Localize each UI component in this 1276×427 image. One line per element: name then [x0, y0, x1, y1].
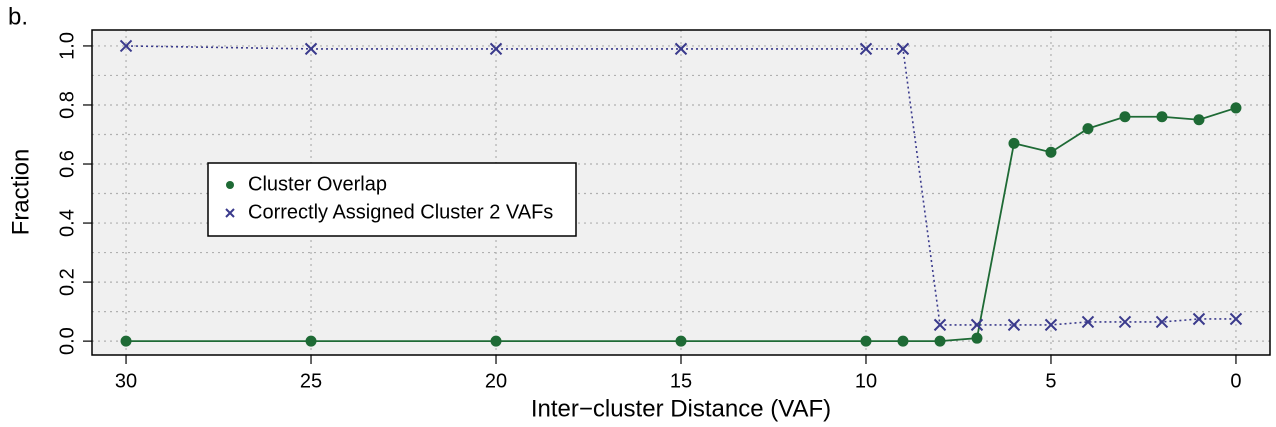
y-tick-label: 1.0 — [56, 32, 78, 60]
x-tick-label: 15 — [670, 370, 692, 392]
point — [1193, 114, 1205, 126]
point — [489, 42, 503, 56]
legend-label: Cluster Overlap — [248, 173, 387, 195]
point — [1118, 315, 1132, 329]
x-tick-label: 0 — [1230, 370, 1241, 392]
series-line — [126, 45, 1236, 326]
legend-label: Correctly Assigned Cluster 2 VAFs — [248, 201, 553, 223]
legend-marker — [225, 208, 235, 218]
x-tick-label: 10 — [855, 370, 877, 392]
point — [1008, 137, 1020, 149]
point — [1230, 102, 1242, 114]
point — [120, 335, 132, 347]
point — [1082, 123, 1094, 135]
point — [304, 42, 318, 56]
point — [490, 335, 502, 347]
point — [971, 332, 983, 344]
point — [933, 318, 947, 332]
y-tick-label: 0.6 — [56, 150, 78, 178]
y-tick-label: 0.2 — [56, 268, 78, 296]
legend: Cluster Overlap Correctly Assigned Cluste… — [207, 162, 577, 237]
point — [1229, 312, 1243, 326]
x-axis-label: Inter−cluster Distance (VAF) — [531, 395, 831, 422]
x-tick-label: 20 — [485, 370, 507, 392]
point — [119, 39, 133, 53]
x-tick-label: 25 — [300, 370, 322, 392]
point — [305, 335, 317, 347]
panel-label: b. — [8, 3, 28, 30]
legend-box — [207, 162, 577, 237]
point — [860, 335, 872, 347]
point — [1045, 146, 1057, 158]
point — [897, 335, 909, 347]
x-tick-label: 30 — [115, 370, 137, 392]
point — [1081, 315, 1095, 329]
point — [674, 42, 688, 56]
point — [896, 42, 910, 56]
x-tick-label: 5 — [1045, 370, 1056, 392]
point — [1156, 111, 1168, 123]
point — [1119, 111, 1131, 123]
point — [934, 335, 946, 347]
y-tick-label: 0.0 — [56, 327, 78, 355]
point — [859, 42, 873, 56]
y-tick-label: 0.4 — [56, 209, 78, 237]
point — [1192, 312, 1206, 326]
point — [1044, 318, 1058, 332]
y-axis-label: Fraction — [7, 149, 34, 236]
point — [1007, 318, 1021, 332]
legend-marker — [226, 181, 234, 189]
point — [970, 318, 984, 332]
point — [675, 335, 687, 347]
y-tick-label: 0.8 — [56, 91, 78, 119]
point — [1155, 315, 1169, 329]
